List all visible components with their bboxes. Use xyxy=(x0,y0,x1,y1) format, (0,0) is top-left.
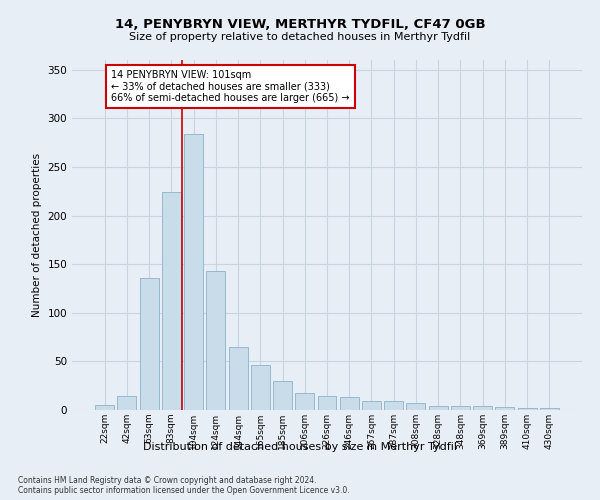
Bar xyxy=(184,134,203,410)
Bar xyxy=(518,408,536,410)
Bar xyxy=(317,396,337,410)
Text: Contains HM Land Registry data © Crown copyright and database right 2024.
Contai: Contains HM Land Registry data © Crown c… xyxy=(18,476,350,495)
Bar xyxy=(251,366,270,410)
Bar xyxy=(540,408,559,410)
Bar xyxy=(162,192,181,410)
Y-axis label: Number of detached properties: Number of detached properties xyxy=(32,153,42,317)
Bar xyxy=(295,394,314,410)
Bar xyxy=(118,396,136,410)
Bar xyxy=(406,403,425,410)
Bar xyxy=(451,406,470,410)
Bar xyxy=(473,406,492,410)
Bar xyxy=(362,401,381,410)
Bar xyxy=(229,347,248,410)
Text: 14 PENYBRYN VIEW: 101sqm
← 33% of detached houses are smaller (333)
66% of semi-: 14 PENYBRYN VIEW: 101sqm ← 33% of detach… xyxy=(112,70,350,103)
Bar xyxy=(140,278,158,410)
Bar xyxy=(496,407,514,410)
Text: Distribution of detached houses by size in Merthyr Tydfil: Distribution of detached houses by size … xyxy=(143,442,457,452)
Bar xyxy=(429,406,448,410)
Bar xyxy=(273,381,292,410)
Text: Size of property relative to detached houses in Merthyr Tydfil: Size of property relative to detached ho… xyxy=(130,32,470,42)
Bar xyxy=(340,398,359,410)
Text: 14, PENYBRYN VIEW, MERTHYR TYDFIL, CF47 0GB: 14, PENYBRYN VIEW, MERTHYR TYDFIL, CF47 … xyxy=(115,18,485,30)
Bar xyxy=(95,405,114,410)
Bar xyxy=(206,271,225,410)
Bar xyxy=(384,401,403,410)
